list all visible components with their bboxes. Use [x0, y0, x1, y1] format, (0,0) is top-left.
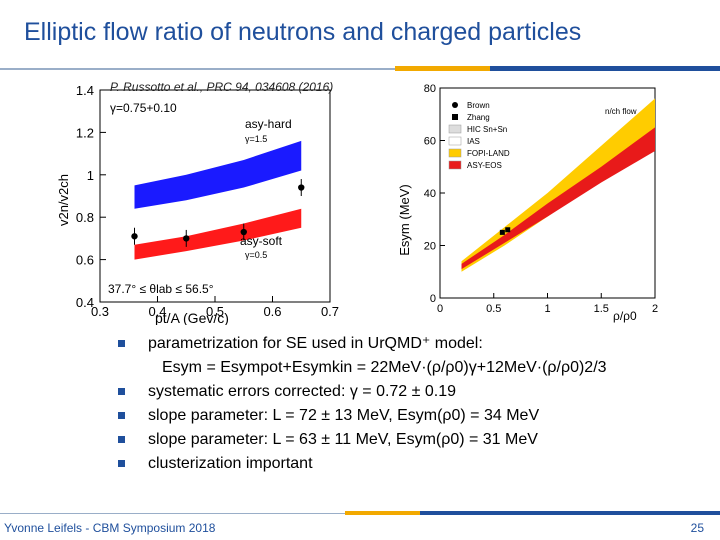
- zhang-point: [499, 229, 505, 235]
- right-ylabel: Esym (MeV): [397, 184, 412, 256]
- page-number: 25: [690, 521, 704, 535]
- data-point: [131, 233, 138, 240]
- slide-title: Elliptic flow ratio of neutrons and char…: [24, 18, 582, 46]
- esym-formula: Esym = Esympot+Esymkin = 22MeV·(ρ/ρ0)γ+1…: [162, 359, 607, 376]
- right-xlabel: ρ/ρ0: [613, 309, 637, 323]
- left-xtick-label: 0.3: [91, 304, 109, 319]
- footer-accent-yellow: [345, 511, 420, 515]
- legend-swatch: [448, 160, 462, 170]
- bullet-item: slope parameter: L = 72 ± 13 MeV, Esym(ρ…: [118, 404, 607, 428]
- legend-label: HIC Sn+Sn: [467, 125, 507, 134]
- data-point: [298, 184, 305, 191]
- asy-soft-label: asy-soft: [240, 234, 283, 248]
- left-ytick-label: 1.4: [76, 83, 94, 98]
- angle-label: 37.7° ≤ θlab ≤ 56.5°: [108, 282, 214, 296]
- right-plot-title: n/ch flow: [605, 107, 637, 116]
- asy-soft-gamma: γ=0.5: [245, 250, 267, 260]
- footer: Yvonne Leifels - CBM Symposium 2018 25: [0, 511, 720, 540]
- right-xtick-label: 1.5: [594, 303, 609, 315]
- legend-swatch: [452, 114, 458, 120]
- header-accent-blue: [490, 66, 720, 71]
- legend-swatch: [452, 102, 458, 108]
- right-xtick-label: 1: [544, 303, 550, 315]
- bullet-text: systematic errors corrected: γ = 0.72 ± …: [148, 383, 457, 400]
- asy-eos-band: [461, 127, 655, 270]
- bullet-marker: [118, 460, 125, 467]
- bullet-text: slope parameter: L = 63 ± 11 MeV, Esym(ρ…: [148, 431, 538, 448]
- bullet-text: slope parameter: L = 72 ± 13 MeV, Esym(ρ…: [148, 407, 540, 424]
- right-ytick-label: 60: [424, 136, 436, 148]
- bullet-item: clusterization important: [118, 452, 607, 476]
- bullet-list: parametrization for SE used in UrQMD⁺ mo…: [118, 332, 607, 476]
- left-ytick-label: 0.6: [76, 253, 94, 268]
- legend-swatch: [448, 148, 462, 158]
- right-xtick-label: 0: [437, 303, 443, 315]
- right-esym-plot: 80 60 40 20 0 0 0.5 1 1.5 2 Brown Zhang HIC Sn+Sn I…: [397, 83, 658, 323]
- legend-label: ASY-EOS: [467, 161, 502, 170]
- bullet-marker: [118, 436, 125, 443]
- right-xtick-label: 0.5: [486, 303, 501, 315]
- figure-reference: P. Russotto et al., PRC 94, 034608 (2016…: [110, 80, 334, 94]
- left-ytick-label: 0.4: [76, 295, 94, 310]
- bullet-item: systematic errors corrected: γ = 0.72 ± …: [118, 380, 607, 404]
- footer-author: Yvonne Leifels - CBM Symposium 2018: [4, 521, 216, 535]
- left-ytick-label: 1.2: [76, 125, 94, 140]
- header-rule: [0, 68, 720, 70]
- legend-swatch: [448, 124, 462, 134]
- right-ytick-label: 40: [424, 188, 436, 200]
- bullet-text: parametrization for SE used in UrQMD⁺ mo…: [148, 335, 483, 352]
- asy-hard-band: [134, 140, 302, 209]
- left-ytick-label: 1: [87, 168, 94, 183]
- legend-swatch: [448, 136, 462, 146]
- bullet-text: clusterization important: [148, 455, 313, 472]
- footer-accent-blue: [420, 511, 720, 515]
- left-ylabel: v2n/v2ch: [56, 174, 71, 226]
- data-point: [183, 235, 190, 242]
- left-xlabel: pt/A (Gev/c): [155, 310, 229, 325]
- asy-hard-gamma: γ=1.5: [245, 134, 267, 144]
- bullet-marker: [118, 412, 125, 419]
- right-ytick-label: 0: [430, 293, 436, 305]
- legend-label: Zhang: [467, 113, 490, 122]
- asy-hard-label: asy-hard: [245, 117, 292, 131]
- legend-label: IAS: [467, 137, 480, 146]
- gamma-label: γ=0.75+0.10: [110, 101, 177, 115]
- asy-soft-band: [134, 208, 302, 260]
- left-flow-ratio-plot: 1.41.210.80.60.4 0.3 0.4 0.5 0.6 0.7 γ=0.75+…: [56, 83, 339, 325]
- data-point: [240, 228, 247, 236]
- bullet-item: parametrization for SE used in UrQMD⁺ mo…: [118, 332, 607, 356]
- legend-label: Brown: [467, 101, 490, 110]
- bullet-item: slope parameter: L = 63 ± 11 MeV, Esym(ρ…: [118, 428, 607, 452]
- header-accent-yellow: [395, 66, 490, 71]
- right-xtick-label: 2: [652, 303, 658, 315]
- left-ytick-label: 0.8: [76, 210, 94, 225]
- left-xtick-label: 0.5: [206, 304, 224, 319]
- left-xtick-label: 0.4: [148, 304, 166, 319]
- zhang-point: [505, 227, 511, 233]
- bullet-marker: [118, 388, 125, 395]
- legend-label: FOPI-LAND: [467, 149, 510, 158]
- left-xtick-label: 0.6: [263, 304, 281, 319]
- bullet-marker: [118, 340, 125, 347]
- left-xtick-label: 0.7: [321, 304, 339, 319]
- right-ytick-label: 20: [424, 241, 436, 253]
- right-ytick-label: 80: [424, 83, 436, 95]
